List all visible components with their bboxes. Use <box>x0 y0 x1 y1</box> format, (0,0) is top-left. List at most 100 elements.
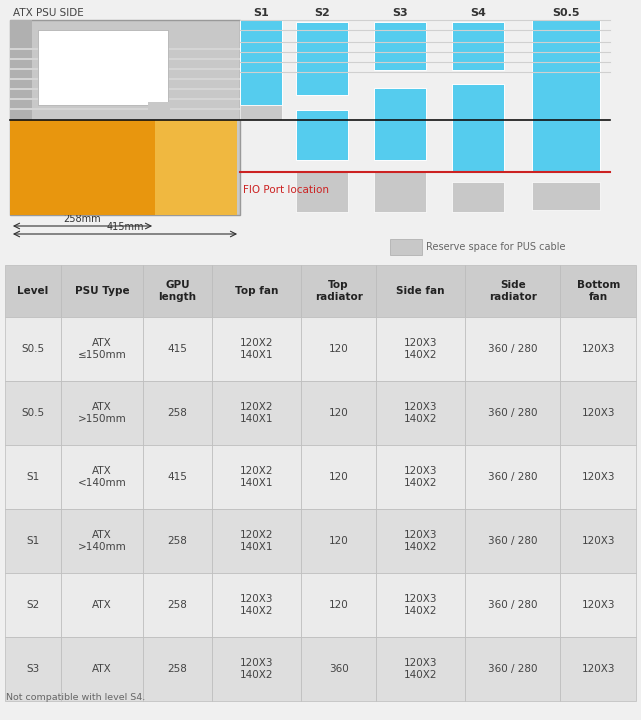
Bar <box>5 381 61 445</box>
Text: 120X2
140X1: 120X2 140X1 <box>240 338 273 360</box>
Bar <box>61 637 143 701</box>
Text: 120X3
140X2: 120X3 140X2 <box>404 530 438 552</box>
Text: ATX PSU SIDE: ATX PSU SIDE <box>13 8 84 18</box>
Bar <box>465 637 560 701</box>
Bar <box>560 317 636 381</box>
Bar <box>296 22 348 95</box>
Bar <box>465 573 560 637</box>
Bar <box>212 317 301 381</box>
Bar <box>148 102 170 120</box>
Text: PSU Type: PSU Type <box>74 286 129 296</box>
Text: Reserve space for PUS cable: Reserve space for PUS cable <box>426 242 565 252</box>
Bar <box>301 265 376 317</box>
Bar <box>10 48 240 50</box>
Bar <box>61 573 143 637</box>
Text: 120: 120 <box>329 408 349 418</box>
Text: 360: 360 <box>329 664 349 674</box>
Bar <box>376 265 465 317</box>
Bar <box>212 265 301 317</box>
Bar <box>61 381 143 445</box>
Text: ATX: ATX <box>92 600 112 610</box>
Text: 120X3: 120X3 <box>581 344 615 354</box>
Text: Bottom
fan: Bottom fan <box>576 280 620 302</box>
Bar <box>376 381 465 445</box>
Text: S2: S2 <box>26 600 40 610</box>
Text: S1: S1 <box>26 536 40 546</box>
Bar <box>560 637 636 701</box>
Text: ATX: ATX <box>92 664 112 674</box>
Bar <box>5 573 61 637</box>
Text: 360 / 280: 360 / 280 <box>488 536 538 546</box>
Bar <box>61 265 143 317</box>
Bar <box>376 637 465 701</box>
Bar <box>212 509 301 573</box>
Bar <box>10 68 240 70</box>
Text: 120X3
140X2: 120X3 140X2 <box>404 658 438 680</box>
Bar <box>452 182 504 212</box>
Text: ATX
≤150mm: ATX ≤150mm <box>78 338 126 360</box>
Bar <box>212 573 301 637</box>
Text: ATX
>140mm: ATX >140mm <box>78 530 126 552</box>
Bar <box>61 317 143 381</box>
Bar <box>5 509 61 573</box>
Bar <box>5 637 61 701</box>
Text: 120: 120 <box>329 472 349 482</box>
Bar <box>240 105 282 120</box>
Text: S3: S3 <box>26 664 40 674</box>
Bar <box>560 381 636 445</box>
Text: S4: S4 <box>470 8 486 18</box>
Text: 120X2
140X1: 120X2 140X1 <box>240 530 273 552</box>
Text: 258: 258 <box>167 536 187 546</box>
Text: 120: 120 <box>329 344 349 354</box>
Bar <box>390 239 422 255</box>
Bar <box>376 445 465 509</box>
Bar <box>301 637 376 701</box>
Bar <box>5 317 61 381</box>
Text: S1: S1 <box>26 472 40 482</box>
Bar <box>143 573 212 637</box>
Bar <box>10 97 240 100</box>
Bar <box>301 381 376 445</box>
Text: S1: S1 <box>253 8 269 18</box>
Text: 258: 258 <box>167 408 187 418</box>
Bar <box>143 381 212 445</box>
Text: S0.5: S0.5 <box>21 344 44 354</box>
Bar <box>212 445 301 509</box>
Text: S3: S3 <box>392 8 408 18</box>
Text: Level: Level <box>17 286 49 296</box>
Bar <box>301 509 376 573</box>
Text: 120X3
140X2: 120X3 140X2 <box>404 402 438 424</box>
Bar <box>10 20 32 215</box>
Bar <box>10 20 240 215</box>
Bar <box>296 110 348 160</box>
Bar <box>376 573 465 637</box>
Bar <box>465 265 560 317</box>
Bar <box>465 317 560 381</box>
Text: 120X3
140X2: 120X3 140X2 <box>404 338 438 360</box>
Text: 415: 415 <box>167 472 187 482</box>
Text: 120X3: 120X3 <box>581 664 615 674</box>
Bar <box>301 445 376 509</box>
Bar <box>374 170 426 212</box>
Bar <box>560 509 636 573</box>
Text: Not compatible with level S4.: Not compatible with level S4. <box>6 693 146 702</box>
Text: Top
radiator: Top radiator <box>315 280 363 302</box>
Text: S0.5: S0.5 <box>21 408 44 418</box>
Bar <box>61 445 143 509</box>
Text: 120X3
140X2: 120X3 140X2 <box>240 658 273 680</box>
Bar <box>465 381 560 445</box>
Bar <box>143 637 212 701</box>
Text: GPU
length: GPU length <box>158 280 197 302</box>
Text: S0.5: S0.5 <box>553 8 579 18</box>
Bar <box>374 22 426 70</box>
Bar <box>155 120 237 215</box>
Bar <box>301 317 376 381</box>
Text: 120X2
140X1: 120X2 140X1 <box>240 466 273 488</box>
Text: 258: 258 <box>167 664 187 674</box>
Bar <box>560 573 636 637</box>
Text: 120X3: 120X3 <box>581 472 615 482</box>
Text: 360 / 280: 360 / 280 <box>488 600 538 610</box>
Bar <box>10 88 240 90</box>
Text: 360 / 280: 360 / 280 <box>488 472 538 482</box>
Text: Top fan: Top fan <box>235 286 278 296</box>
